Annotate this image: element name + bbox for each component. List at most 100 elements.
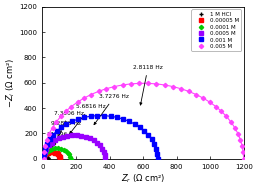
- 0.005 M: [83, 97, 86, 99]
- 0.001 M: [83, 116, 86, 119]
- 0.005 M: [138, 82, 141, 84]
- 0.0005 M: [47, 144, 50, 147]
- 0.005 M: [97, 90, 100, 93]
- 0.0001 M: [66, 151, 69, 154]
- 0.005 M: [220, 110, 223, 112]
- 0.005 M: [214, 105, 217, 108]
- 0.0005 M: [42, 158, 45, 160]
- 0.005 M: [242, 158, 245, 160]
- 0.005 M: [155, 83, 158, 85]
- 0.0005 M: [80, 135, 83, 137]
- 0.00005 M: [42, 154, 45, 157]
- Line: 0.005 M: 0.005 M: [42, 82, 245, 160]
- 0.005 M: [233, 126, 236, 129]
- 0.005 M: [208, 101, 211, 103]
- 0.00005 M: [53, 151, 56, 154]
- 1 M HCl: [41, 158, 44, 160]
- Text: 3.7276 Hz: 3.7276 Hz: [94, 94, 130, 125]
- 1 M HCl: [44, 156, 47, 158]
- 0.0005 M: [43, 151, 46, 153]
- 0.005 M: [55, 121, 58, 123]
- 0.0001 M: [44, 151, 47, 154]
- Text: 11.996 Hz: 11.996 Hz: [47, 132, 77, 154]
- 0.0001 M: [57, 147, 60, 149]
- 1 M HCl: [45, 156, 48, 158]
- 0.00005 M: [49, 151, 52, 153]
- 0.00005 M: [41, 158, 44, 160]
- 0.005 M: [236, 132, 239, 135]
- 0.005 M: [163, 84, 166, 86]
- 0.005 M: [241, 145, 244, 147]
- 0.005 M: [113, 85, 116, 88]
- 1 M HCl: [42, 156, 45, 158]
- 0.00005 M: [57, 153, 60, 156]
- 0.00005 M: [51, 151, 54, 153]
- 1 M HCl: [46, 156, 49, 159]
- 0.001 M: [115, 116, 118, 119]
- 0.005 M: [242, 151, 245, 153]
- 0.005 M: [201, 97, 205, 99]
- 0.001 M: [153, 143, 156, 145]
- 0.001 M: [43, 148, 47, 150]
- 0.005 M: [225, 115, 228, 118]
- 0.00005 M: [42, 156, 45, 158]
- 0.001 M: [76, 118, 79, 120]
- 0.001 M: [51, 134, 54, 136]
- 0.001 M: [89, 115, 92, 117]
- 0.001 M: [96, 115, 99, 117]
- 0.001 M: [155, 148, 158, 150]
- 0.005 M: [105, 88, 108, 90]
- 0.0005 M: [75, 134, 78, 136]
- 0.005 M: [45, 139, 48, 141]
- 0.0005 M: [98, 144, 102, 147]
- 1 M HCl: [42, 156, 45, 159]
- 0.00005 M: [59, 158, 62, 160]
- 0.001 M: [128, 120, 131, 122]
- 0.0005 M: [53, 139, 57, 142]
- 0.001 M: [122, 118, 125, 120]
- 0.0001 M: [59, 148, 62, 150]
- Line: 0.001 M: 0.001 M: [42, 114, 159, 160]
- 1 M HCl: [43, 156, 47, 158]
- 0.0001 M: [69, 158, 72, 160]
- 0.0005 M: [84, 136, 87, 138]
- 0.0005 M: [88, 137, 91, 139]
- 0.005 M: [48, 132, 51, 135]
- 0.0005 M: [42, 154, 45, 156]
- 0.001 M: [156, 153, 159, 155]
- 0.00005 M: [59, 156, 62, 158]
- 0.0005 M: [57, 137, 60, 139]
- 0.0001 M: [48, 149, 51, 151]
- Text: 9.2888 Hz: 9.2888 Hz: [51, 121, 81, 149]
- 0.001 M: [65, 123, 68, 125]
- 0.005 M: [146, 82, 149, 84]
- 0.0001 M: [65, 150, 68, 152]
- 0.005 M: [51, 126, 54, 129]
- 1 M HCl: [47, 158, 50, 160]
- 0.0001 M: [51, 148, 54, 150]
- 0.001 M: [42, 158, 45, 160]
- 0.001 M: [42, 153, 45, 155]
- 0.005 M: [187, 90, 190, 93]
- 0.001 M: [156, 158, 159, 160]
- 0.0005 M: [61, 136, 65, 138]
- 0.005 M: [42, 151, 45, 153]
- 0.0001 M: [41, 158, 44, 160]
- 0.0005 M: [104, 158, 107, 160]
- 0.00005 M: [55, 152, 58, 154]
- 0.0005 M: [45, 147, 48, 150]
- 0.005 M: [76, 101, 79, 103]
- 0.005 M: [64, 110, 67, 112]
- 0.001 M: [70, 120, 74, 122]
- 0.005 M: [239, 139, 242, 141]
- Legend: 1 M HCl, 0.00005 M, 0.0001 M, 0.0005 M, 0.001 M, 0.005 M: 1 M HCl, 0.00005 M, 0.0001 M, 0.0005 M, …: [191, 9, 241, 51]
- Line: 0.0001 M: 0.0001 M: [41, 147, 72, 160]
- 0.0005 M: [103, 151, 106, 153]
- 0.0005 M: [70, 134, 74, 136]
- 0.005 M: [90, 93, 93, 96]
- Text: 5.6816 Hz: 5.6816 Hz: [70, 104, 106, 134]
- 0.005 M: [229, 121, 232, 123]
- 0.001 M: [147, 134, 150, 136]
- 0.001 M: [138, 126, 141, 129]
- 0.005 M: [70, 105, 73, 108]
